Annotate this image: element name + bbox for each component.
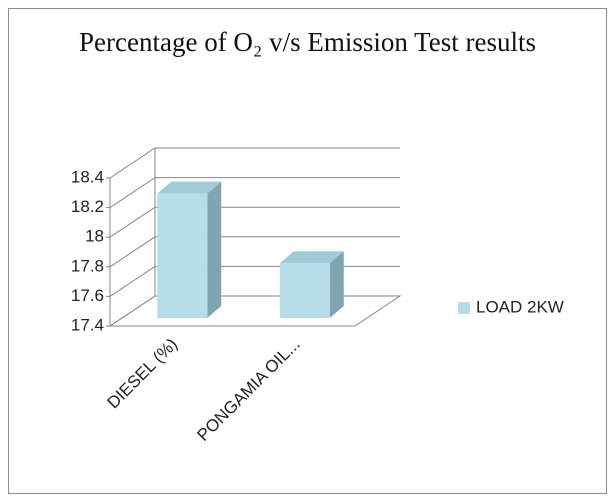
y-tick-label: 18.4 bbox=[71, 167, 104, 186]
y-tick-label: 17.4 bbox=[71, 315, 104, 334]
y-tick-label: 17.6 bbox=[71, 286, 104, 305]
legend-swatch bbox=[458, 302, 470, 314]
grid-line bbox=[109, 236, 400, 268]
grid-line bbox=[109, 206, 400, 238]
y-tick-label: 17.8 bbox=[71, 256, 104, 275]
legend-label: LOAD 2KW bbox=[476, 297, 564, 316]
bar bbox=[279, 263, 330, 318]
y-tick-label: 18 bbox=[85, 227, 104, 246]
bar-top bbox=[279, 251, 344, 264]
bar-top bbox=[157, 181, 222, 194]
chart-border bbox=[8, 8, 607, 494]
bar bbox=[157, 193, 208, 318]
bar-side bbox=[329, 251, 344, 318]
grid-line bbox=[109, 177, 400, 209]
grid-line bbox=[109, 147, 400, 179]
bar-side bbox=[207, 181, 222, 318]
chart-title: Percentage of O₂ v/s Emission Test resul… bbox=[79, 27, 536, 57]
y-tick-label: 18.2 bbox=[71, 197, 104, 216]
